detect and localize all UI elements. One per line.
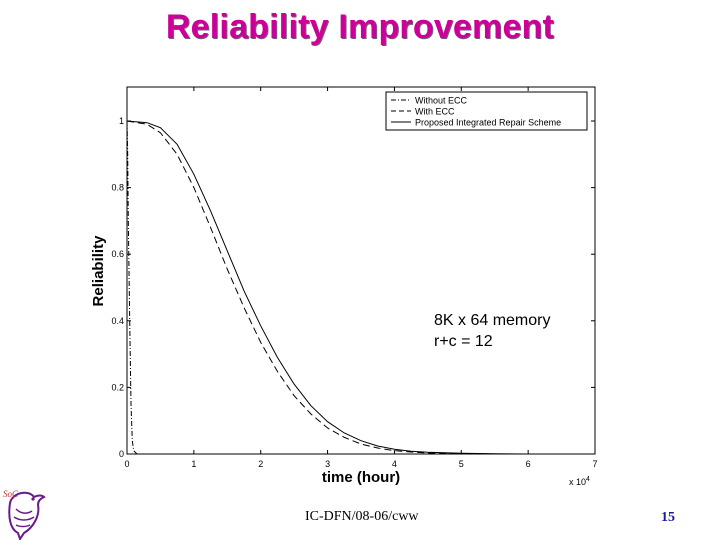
x-axis-label: time (hour) — [322, 469, 400, 486]
x-tick-label: 7 — [592, 459, 597, 469]
x-scale-base: x 10 — [569, 477, 586, 487]
footer-text: IC-DFN/08-06/cww — [305, 509, 419, 524]
x-tick-label: 5 — [459, 459, 464, 469]
legend-box — [385, 91, 588, 131]
x-tick-label: 1 — [191, 459, 196, 469]
annotation-line-1: 8K x 64 memory — [434, 312, 551, 329]
y-tick-label: 0 — [119, 449, 124, 459]
logo-text: SoC — [3, 489, 19, 499]
y-axis-label: Reliability — [90, 235, 107, 307]
x-scale-label: x 104 — [569, 476, 590, 487]
legend: Without ECC With ECC Proposed Integrated… — [385, 91, 588, 131]
legend-label-with-ecc: With ECC — [415, 107, 455, 117]
series-line-0 — [126, 120, 595, 455]
bird-logo: SoC — [3, 489, 46, 540]
reliability-chart: 0 1 2 3 4 5 6 7 0 0.2 0.4 0.6 0.8 1 time (hour) Reli… — [90, 86, 598, 487]
y-ticks: 0 0.2 0.4 0.6 0.8 1 — [111, 116, 595, 459]
page-number: 15 — [661, 510, 675, 525]
x-ticks: 0 1 2 3 4 5 6 7 — [124, 87, 598, 469]
legend-label-without-ecc: Without ECC — [415, 96, 468, 106]
series-line-1 — [126, 120, 595, 455]
x-tick-label: 3 — [325, 459, 330, 469]
plot-frame — [126, 86, 596, 455]
legend-label-proposed: Proposed Integrated Repair Scheme — [415, 118, 561, 128]
x-tick-label: 0 — [124, 459, 129, 469]
y-tick-label: 0.4 — [111, 316, 124, 326]
y-tick-label: 0.2 — [111, 382, 124, 392]
x-tick-label: 2 — [258, 459, 263, 469]
y-tick-label: 1 — [119, 116, 124, 126]
curves — [126, 120, 595, 455]
x-scale-exponent: 4 — [586, 476, 590, 483]
memory-annotation: 8K x 64 memory r+c = 12 — [434, 310, 550, 352]
slide-title: Reliability Improvement — [165, 8, 555, 46]
x-tick-label: 4 — [392, 459, 397, 469]
y-tick-label: 0.8 — [111, 183, 124, 193]
y-tick-label: 0.6 — [111, 249, 124, 259]
x-tick-label: 6 — [526, 459, 531, 469]
annotation-line-2: r+c = 12 — [434, 333, 493, 350]
series-line-2 — [126, 120, 595, 455]
